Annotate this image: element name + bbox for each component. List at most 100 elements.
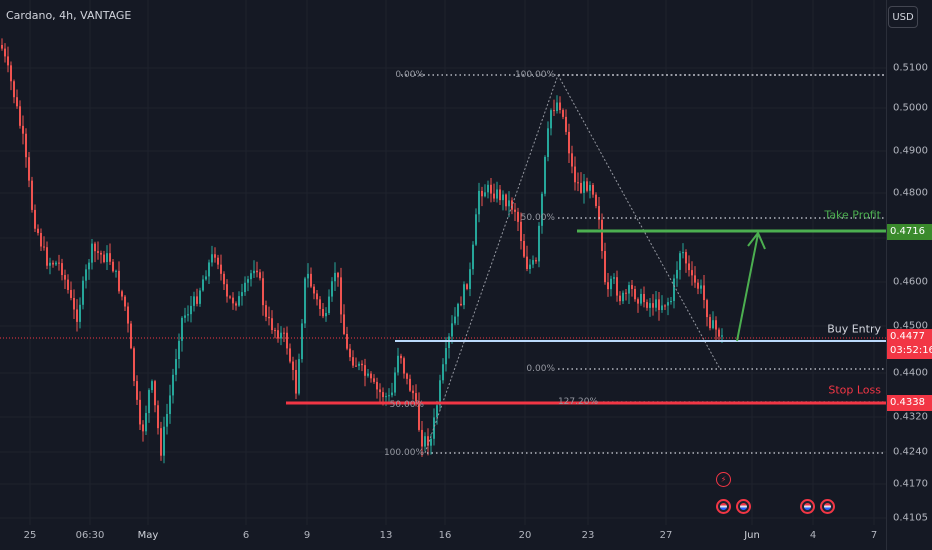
candle-body [694,275,696,283]
candle-body [67,279,69,290]
projection-arrow [736,233,759,342]
stop-loss-price-tag: 0.4338 [887,395,932,411]
candle-body [340,277,342,315]
candle-body [22,125,24,134]
candle-body [13,81,15,98]
candle-body [289,348,291,362]
candle-body [508,200,510,207]
candle-body [520,221,522,242]
fib-label-mid: 50.00% [520,213,555,223]
current-price-tag: 0.4477 03:52:16 [887,329,932,359]
candle-body [349,348,351,358]
candle-body [688,263,690,271]
candle-body [16,97,18,107]
candle-body [460,303,462,306]
candle-body [670,300,672,303]
candle-body [466,284,468,289]
candle-body [529,264,531,270]
us-flag-icon[interactable] [736,499,751,514]
candle-body [91,243,93,263]
candle-body [418,401,420,430]
candle-body [484,192,486,197]
y-tick: 0.4240 [893,446,928,458]
candle-body [370,373,372,379]
candle-body [187,314,189,316]
candle-body [604,251,606,283]
candle-body [652,303,654,308]
candle-body [124,296,126,307]
candle-body [610,278,612,290]
candle-body [319,299,321,309]
candle-body [265,305,267,317]
us-flag-icon[interactable] [820,499,835,514]
candle-body [469,269,471,289]
candle-body [409,378,411,391]
candle-body [496,189,498,199]
candle-body [592,185,594,195]
candle-body [118,270,120,292]
candle-body [211,254,213,263]
candle-body [574,166,576,183]
x-tick: 9 [303,530,311,541]
candle-body [364,365,366,376]
candle-body [379,389,381,393]
candle-body [196,296,198,304]
candle-body [355,365,357,367]
candle-body [664,305,666,307]
candle-body [316,293,318,300]
candle-body [406,373,408,379]
candle-body [490,184,492,194]
us-flag-icon[interactable] [800,499,815,514]
buy-entry-label[interactable]: Buy Entry [827,322,881,336]
candle-body [547,128,549,157]
candle-body [640,293,642,304]
y-tick: 0.4900 [893,145,928,157]
candle-body [343,314,345,334]
projection-arrow-head [747,231,766,250]
candle-body [541,193,543,226]
fib-label-peak: 100.00% [514,70,555,80]
currency-button[interactable]: USD [888,6,918,28]
candle-body [235,303,237,306]
candle-body [190,305,192,315]
candle-body [400,355,402,359]
candle-body [43,246,45,248]
candle-body [427,436,429,446]
price-axis-divider [886,0,887,550]
candle-body [706,300,708,318]
candle-body [232,297,234,304]
candle-body [346,333,348,349]
candle-body [475,214,477,245]
lightning-icon[interactable]: ⚡ [716,472,731,487]
candle-body [709,317,711,329]
candle-body [292,361,294,370]
x-tick: 25 [23,530,37,541]
candle-body [628,285,630,294]
candle-body [283,332,285,334]
candle-body [472,244,474,270]
x-tick: 6 [242,530,250,541]
candle-body [277,330,279,339]
candle-body [454,316,456,324]
candle-body [616,277,618,296]
candle-body [361,363,363,366]
candle-body [586,181,588,191]
candle-body [619,295,621,302]
candle-body [601,219,603,252]
take-profit-label[interactable]: Take Profit [824,208,881,222]
fib-label-lower-mid: 50.00% [389,400,424,410]
candle-body [493,193,495,199]
candle-body [583,181,585,193]
candle-body [463,284,465,306]
candle-body [148,390,150,414]
candle-body [145,413,147,432]
stop-loss-label[interactable]: Stop Loss [828,383,881,397]
y-tick: 0.4500 [893,320,928,332]
us-flag-icon[interactable] [716,499,731,514]
candle-body [376,381,378,390]
candle-body [106,253,108,263]
candle-body [127,306,129,324]
candle-body [85,269,87,281]
